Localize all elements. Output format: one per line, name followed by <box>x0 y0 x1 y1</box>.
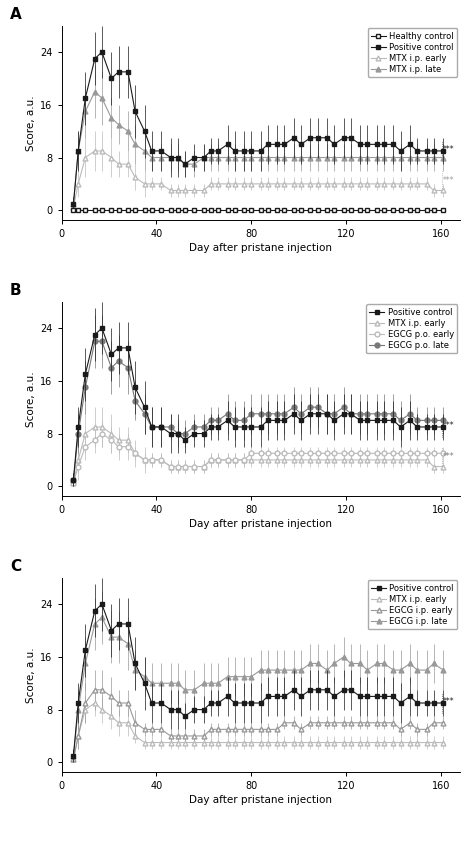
Text: ***: *** <box>443 176 455 185</box>
Text: ***: *** <box>443 452 455 461</box>
Text: ***: *** <box>443 145 455 154</box>
Legend: Positive control, MTX i.p. early, EGCG p.o. early, EGCG p.o. late: Positive control, MTX i.p. early, EGCG p… <box>366 305 457 353</box>
Legend: Positive control, MTX i.p. early, EGCG i.p. early, EGCG i.p. late: Positive control, MTX i.p. early, EGCG i… <box>368 580 457 629</box>
Text: C: C <box>10 559 21 574</box>
Text: A: A <box>10 7 22 21</box>
Y-axis label: Score, a.u.: Score, a.u. <box>26 647 36 703</box>
Text: B: B <box>10 283 21 298</box>
X-axis label: Day after pristane injection: Day after pristane injection <box>189 519 332 529</box>
X-axis label: Day after pristane injection: Day after pristane injection <box>189 795 332 806</box>
Legend: Healthy control, Positive control, MTX i.p. early, MTX i.p. late: Healthy control, Positive control, MTX i… <box>368 28 457 77</box>
Text: ***: *** <box>443 421 455 430</box>
Y-axis label: Score, a.u.: Score, a.u. <box>26 95 36 151</box>
Text: ***: *** <box>443 698 455 706</box>
Y-axis label: Score, a.u.: Score, a.u. <box>26 372 36 426</box>
X-axis label: Day after pristane injection: Day after pristane injection <box>189 244 332 253</box>
